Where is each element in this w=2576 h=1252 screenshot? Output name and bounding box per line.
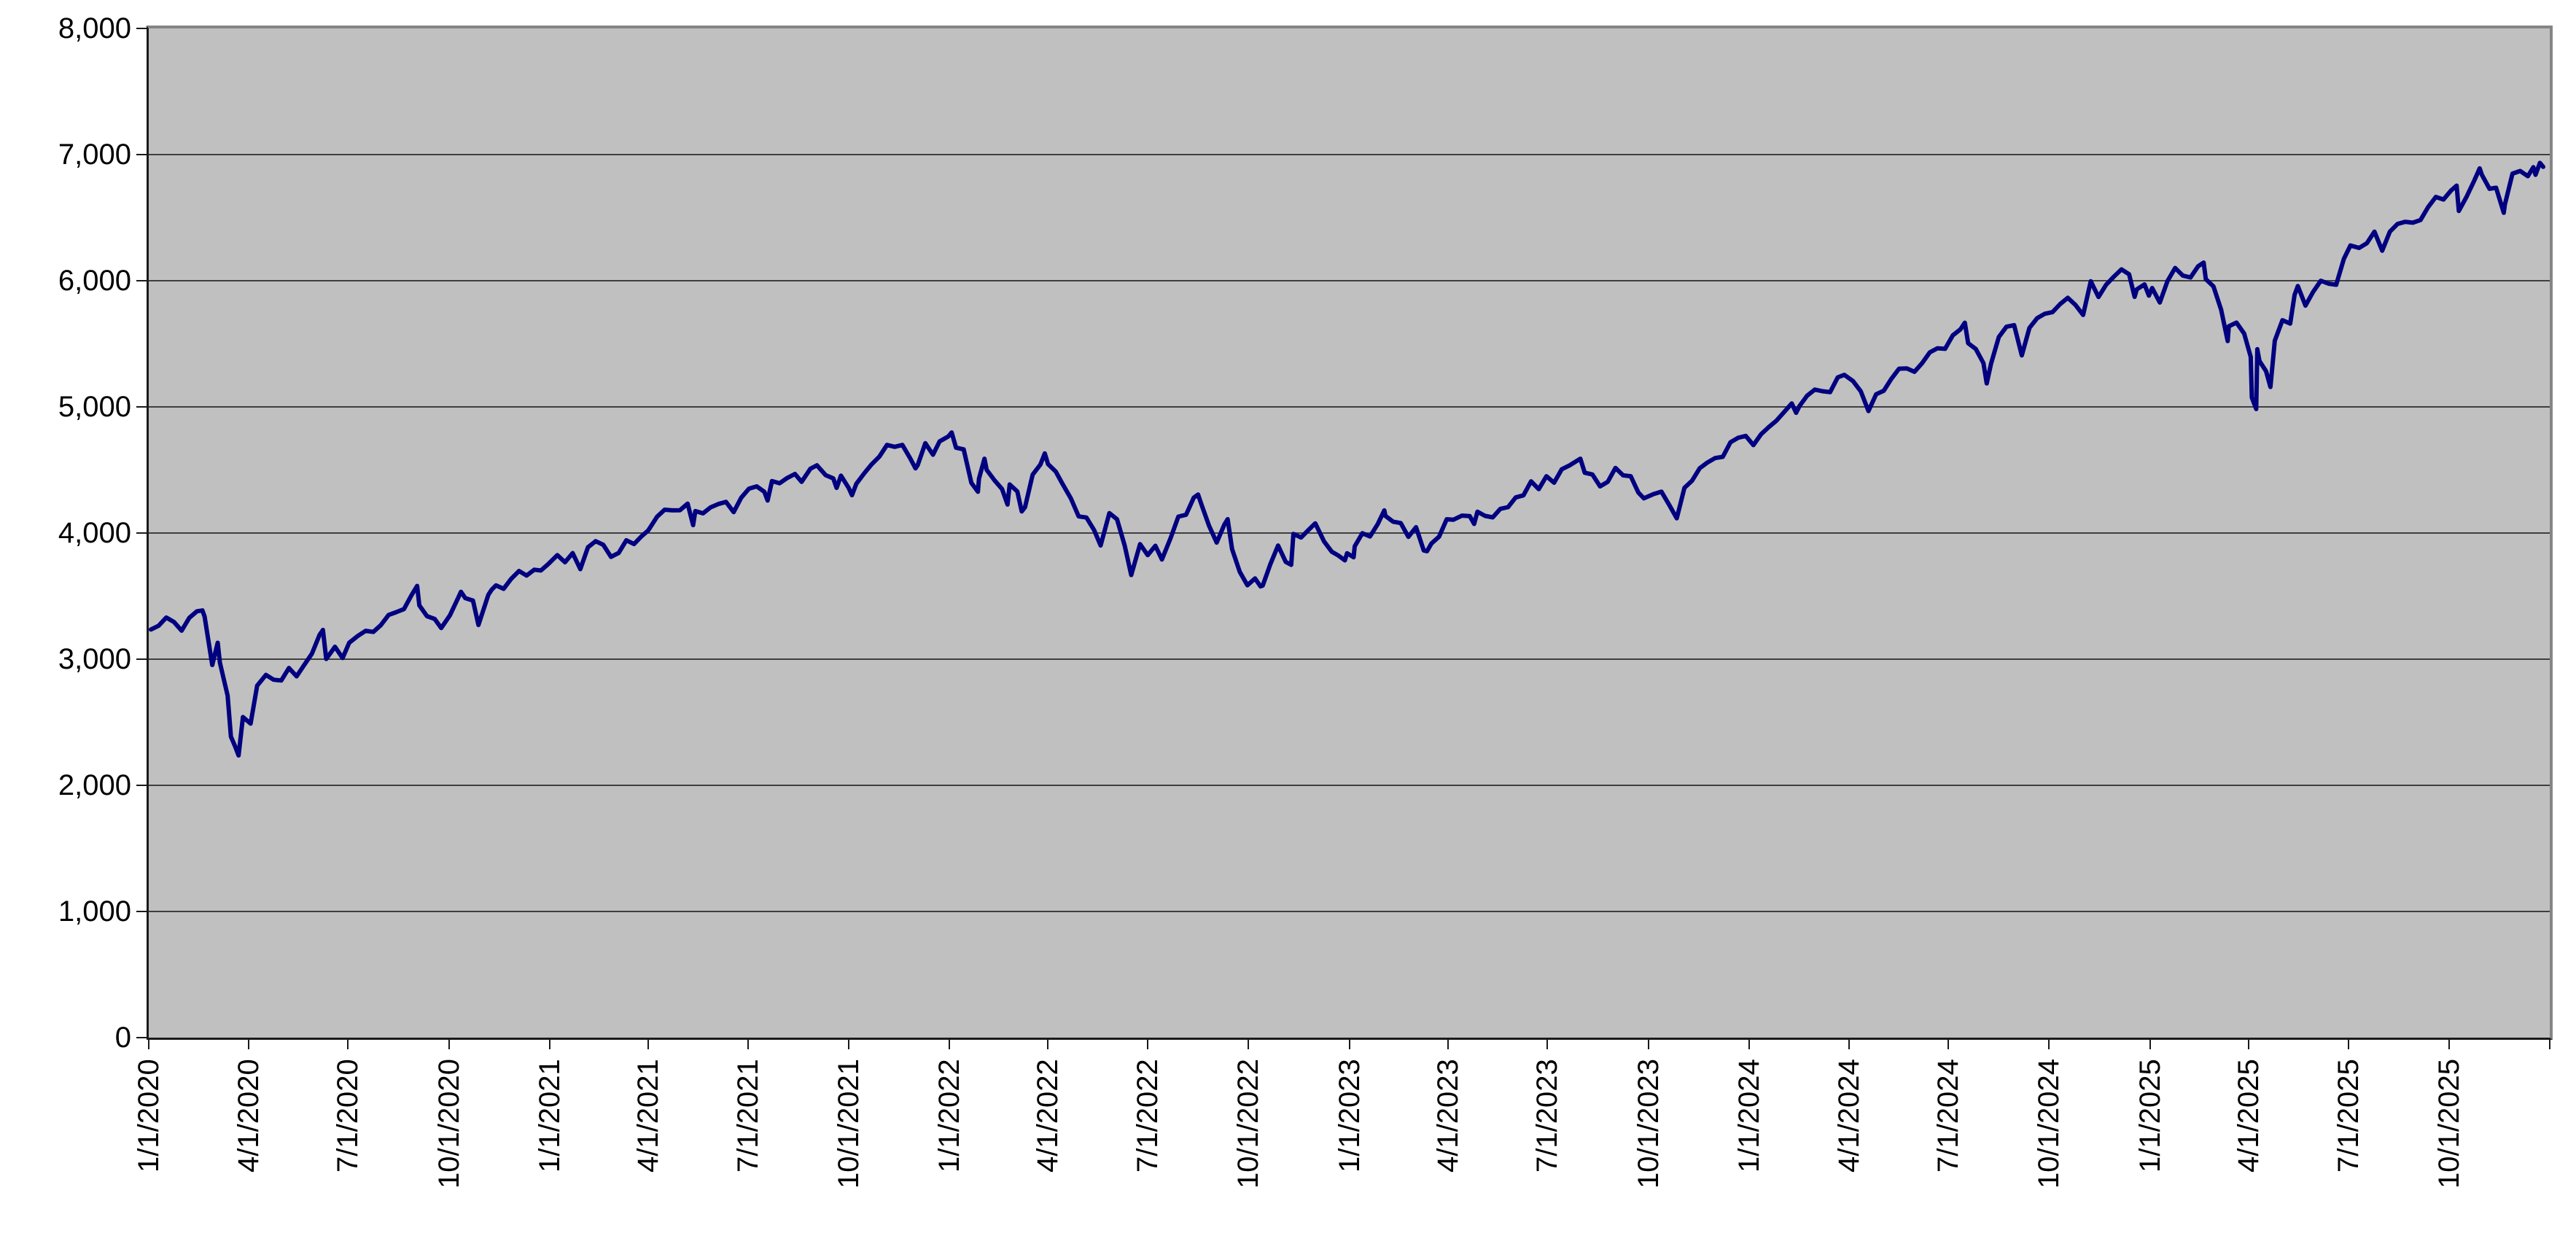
gridline [149, 154, 2550, 155]
x-tick-mark [1447, 1039, 1449, 1049]
y-axis-tick-label: 0 [114, 1022, 131, 1054]
x-axis-tick-label: 1/1/2022 [933, 1059, 966, 1173]
x-tick-mark [949, 1039, 951, 1049]
x-tick-mark [448, 1039, 450, 1049]
y-axis-tick-label: 8,000 [58, 12, 131, 44]
x-axis-tick-label: 7/1/2025 [2332, 1059, 2365, 1173]
x-tick-mark [2048, 1039, 2050, 1049]
y-tick-mark [136, 280, 147, 281]
x-axis-tick-label: 10/1/2020 [432, 1059, 465, 1189]
y-axis-tick-label: 1,000 [58, 895, 131, 928]
x-axis-tick-label: 10/1/2021 [832, 1059, 865, 1189]
y-axis-tick-label: 2,000 [58, 769, 131, 801]
x-tick-mark [2149, 1039, 2151, 1049]
y-tick-mark [136, 785, 147, 786]
y-axis-tick-label: 6,000 [58, 265, 131, 297]
x-tick-mark [148, 1039, 149, 1049]
x-axis-tick-label: 10/1/2025 [2432, 1059, 2465, 1189]
y-tick-mark [136, 1037, 147, 1038]
x-axis-tick-label: 1/1/2023 [1333, 1059, 1366, 1173]
y-tick-mark [136, 532, 147, 534]
x-axis-tick-label: 4/1/2023 [1431, 1059, 1464, 1173]
gridline [149, 911, 2550, 912]
x-axis-tick-label: 10/1/2022 [1232, 1059, 1265, 1189]
x-axis-tick-label: 4/1/2021 [632, 1059, 665, 1173]
y-axis-tick-label: 3,000 [58, 643, 131, 675]
x-axis-tick-label: 1/1/2024 [1732, 1059, 1765, 1173]
x-tick-mark [247, 1039, 249, 1049]
y-axis-tick-label: 5,000 [58, 391, 131, 423]
x-tick-mark [2347, 1039, 2349, 1049]
x-axis-tick-label: 10/1/2024 [2033, 1059, 2066, 1189]
y-tick-mark [136, 406, 147, 408]
x-axis-tick-label: 10/1/2023 [1632, 1059, 1665, 1189]
gridline [149, 658, 2550, 660]
x-tick-mark [2247, 1039, 2249, 1049]
y-tick-mark [136, 28, 147, 29]
gridline [149, 532, 2550, 534]
x-axis-tick-label: 1/1/2020 [133, 1059, 165, 1173]
y-tick-mark [136, 154, 147, 155]
x-axis-tick-label: 4/1/2025 [2232, 1059, 2265, 1173]
x-tick-mark [1047, 1039, 1049, 1049]
x-axis-tick-label: 7/1/2022 [1132, 1059, 1164, 1173]
gridline [149, 785, 2550, 786]
x-tick-mark [1947, 1039, 1950, 1049]
x-tick-mark [1848, 1039, 1850, 1049]
x-axis-tick-label: 4/1/2020 [232, 1059, 265, 1173]
x-tick-mark [1748, 1039, 1750, 1049]
x-axis-tick-label: 7/1/2023 [1531, 1059, 1564, 1173]
x-tick-mark [1248, 1039, 1250, 1049]
price-line [149, 160, 2545, 758]
x-axis-tick-label: 7/1/2024 [1932, 1059, 1965, 1173]
x-axis-tick-label: 7/1/2021 [731, 1059, 764, 1173]
x-tick-mark [1348, 1039, 1350, 1049]
x-tick-mark [1546, 1039, 1549, 1049]
gridline [149, 406, 2550, 408]
x-tick-mark [1147, 1039, 1149, 1049]
x-tick-mark [347, 1039, 349, 1049]
x-axis-tick-label: 4/1/2024 [1832, 1059, 1865, 1173]
x-tick-mark [1647, 1039, 1649, 1049]
y-tick-mark [136, 911, 147, 912]
x-axis-tick-label: 7/1/2020 [332, 1059, 365, 1173]
x-tick-mark [747, 1039, 749, 1049]
x-axis-tick-label: 1/1/2025 [2133, 1059, 2166, 1173]
x-tick-mark [548, 1039, 550, 1049]
x-tick-mark [2549, 1039, 2550, 1049]
x-tick-mark [647, 1039, 650, 1049]
x-tick-mark [847, 1039, 849, 1049]
y-tick-mark [136, 658, 147, 660]
x-axis-tick-label: 4/1/2022 [1032, 1059, 1065, 1173]
x-axis-tick-label: 1/1/2021 [533, 1059, 566, 1173]
y-axis-tick-label: 7,000 [58, 139, 131, 171]
x-tick-mark [2448, 1039, 2450, 1049]
gridline [149, 280, 2550, 281]
y-axis-tick-label: 4,000 [58, 517, 131, 549]
